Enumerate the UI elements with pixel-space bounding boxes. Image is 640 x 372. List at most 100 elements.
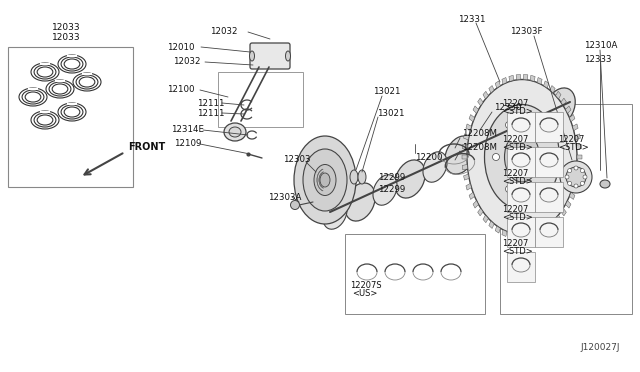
Ellipse shape (467, 80, 577, 234)
Text: 12207: 12207 (502, 170, 529, 179)
Ellipse shape (350, 170, 358, 184)
Ellipse shape (423, 152, 447, 182)
Polygon shape (524, 234, 528, 240)
Text: 12310A: 12310A (584, 42, 618, 51)
Polygon shape (483, 91, 488, 99)
Polygon shape (516, 234, 521, 240)
Ellipse shape (545, 88, 575, 126)
Polygon shape (573, 183, 578, 190)
Circle shape (583, 175, 587, 179)
Polygon shape (466, 124, 472, 131)
Circle shape (493, 154, 499, 160)
Bar (507, 112, 535, 142)
Polygon shape (577, 144, 582, 150)
Ellipse shape (600, 180, 610, 188)
Circle shape (574, 184, 578, 188)
Ellipse shape (303, 149, 347, 211)
Text: 12109: 12109 (174, 140, 202, 148)
Ellipse shape (445, 136, 476, 174)
Bar (500, 104, 632, 314)
Polygon shape (575, 134, 580, 140)
Text: 12299: 12299 (378, 173, 405, 182)
Text: <US>: <US> (352, 289, 378, 298)
Text: 12200: 12200 (415, 153, 442, 161)
Bar (8, 47, 133, 187)
Ellipse shape (504, 132, 540, 182)
Text: 12207: 12207 (502, 240, 529, 248)
Polygon shape (462, 164, 468, 170)
Polygon shape (570, 192, 575, 199)
Ellipse shape (320, 173, 330, 187)
Text: <STD>: <STD> (502, 212, 532, 221)
Polygon shape (489, 86, 494, 93)
Polygon shape (463, 174, 469, 180)
Bar (535, 182, 563, 212)
Text: 12111: 12111 (197, 109, 225, 118)
Text: 12033: 12033 (52, 32, 81, 42)
Polygon shape (466, 183, 472, 190)
Text: <STD>: <STD> (502, 108, 532, 116)
Bar (507, 182, 535, 212)
Polygon shape (463, 134, 469, 140)
Text: 12303A: 12303A (268, 192, 301, 202)
Bar (507, 252, 535, 282)
FancyBboxPatch shape (250, 43, 290, 69)
Circle shape (568, 169, 572, 173)
Text: 12010: 12010 (167, 42, 195, 51)
Ellipse shape (373, 175, 397, 205)
Text: 12207S: 12207S (350, 282, 381, 291)
Bar (345, 234, 485, 314)
Text: 12330: 12330 (494, 103, 522, 112)
Text: 12033: 12033 (52, 22, 81, 32)
Polygon shape (556, 91, 561, 99)
Circle shape (531, 121, 538, 128)
Text: 12032: 12032 (210, 28, 237, 36)
Polygon shape (550, 221, 555, 228)
Polygon shape (530, 232, 535, 239)
Polygon shape (477, 208, 483, 216)
Polygon shape (561, 98, 566, 106)
Polygon shape (509, 232, 514, 239)
Ellipse shape (395, 160, 425, 198)
Text: 12207: 12207 (558, 135, 584, 144)
Polygon shape (570, 115, 575, 122)
Polygon shape (550, 86, 555, 93)
Ellipse shape (495, 113, 525, 151)
Circle shape (531, 186, 538, 193)
Text: 13021: 13021 (377, 109, 404, 118)
Ellipse shape (323, 199, 347, 229)
Polygon shape (556, 215, 561, 223)
Circle shape (565, 175, 569, 179)
Ellipse shape (285, 51, 291, 61)
Ellipse shape (566, 167, 586, 187)
Ellipse shape (229, 127, 241, 137)
Ellipse shape (345, 183, 375, 221)
Circle shape (506, 186, 513, 193)
Circle shape (568, 182, 572, 185)
Text: 13021: 13021 (373, 87, 401, 96)
Bar (535, 217, 563, 247)
Ellipse shape (291, 201, 300, 209)
Text: 12299: 12299 (378, 185, 405, 193)
Polygon shape (489, 221, 494, 228)
Text: 12331: 12331 (458, 15, 486, 23)
Text: 12208M: 12208M (462, 129, 497, 138)
Polygon shape (516, 74, 521, 80)
Circle shape (574, 166, 578, 170)
Text: 12208M: 12208M (462, 142, 497, 151)
Text: 12207: 12207 (502, 205, 529, 214)
Bar (507, 147, 535, 177)
Polygon shape (495, 81, 500, 88)
Polygon shape (462, 155, 467, 159)
Bar (535, 147, 563, 177)
Polygon shape (524, 74, 528, 80)
Text: 12207: 12207 (502, 99, 529, 109)
Text: 12314E: 12314E (171, 125, 204, 135)
Polygon shape (469, 115, 475, 122)
Bar (218, 72, 303, 127)
Text: 12333: 12333 (584, 55, 611, 64)
Polygon shape (543, 226, 549, 233)
Ellipse shape (523, 105, 547, 135)
Ellipse shape (358, 170, 366, 184)
Text: <STD>: <STD> (502, 177, 532, 186)
